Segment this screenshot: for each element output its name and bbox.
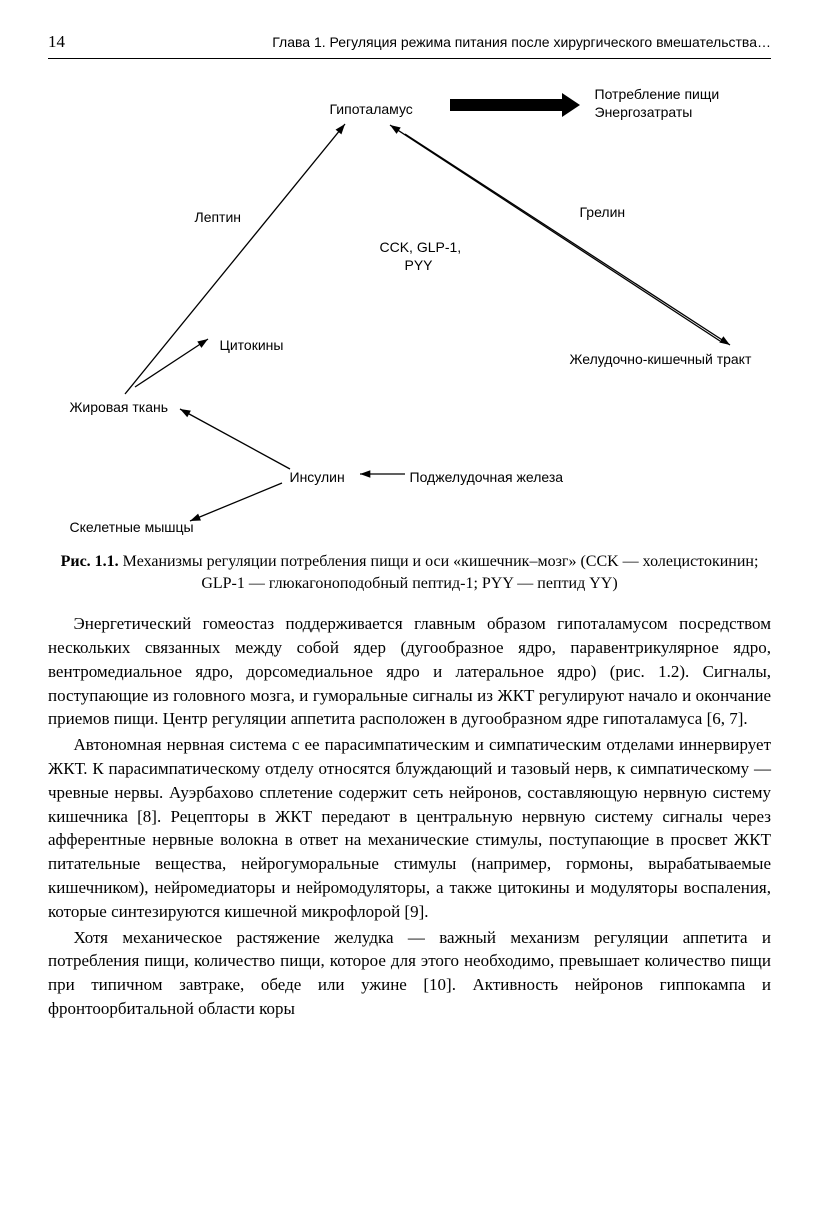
node-food-intake: Потребление пищи [595, 86, 720, 104]
node-skeletal: Скелетные мышцы [70, 519, 194, 537]
chapter-title: Глава 1. Регуляция режима питания после … [272, 34, 771, 50]
node-hypothalamus: Гипоталамус [330, 101, 413, 119]
edge-label-ghrelin: Грелин [580, 204, 626, 222]
paragraph-2: Автономная нервная система с ее парасимп… [48, 733, 771, 923]
node-cytokines: Цитокины [220, 337, 284, 355]
diagram: Гипоталамус Потребление пищи Энергозатра… [50, 69, 770, 539]
body-text: Энергетический гомеостаз поддерживается … [48, 612, 771, 1021]
figure-caption: Рис. 1.1. Механизмы регуляции потреблени… [48, 549, 771, 612]
edge-label-pyy: PYY [405, 257, 433, 275]
page: 14 Глава 1. Регуляция режима питания пос… [0, 0, 819, 1043]
node-gi-tract: Желудочно-кишечный тракт [570, 351, 752, 369]
page-header: 14 Глава 1. Регуляция режима питания пос… [48, 32, 771, 59]
node-adipose: Жировая ткань [70, 399, 169, 417]
node-insulin: Инсулин [290, 469, 345, 487]
figure-caption-label: Рис. 1.1. [61, 553, 119, 570]
edge-label-leptin: Лептин [195, 209, 242, 227]
edge-label-cck-glp: CCK, GLP-1, [380, 239, 462, 257]
node-pancreas: Поджелудочная железа [410, 469, 564, 487]
page-number: 14 [48, 32, 65, 52]
node-energy-exp: Энергозатраты [595, 104, 693, 122]
figure-caption-text: Механизмы регуляции потребления пищи и о… [119, 553, 759, 592]
paragraph-3: Хотя механическое растяжение желудка — в… [48, 926, 771, 1021]
paragraph-1: Энергетический гомеостаз поддерживается … [48, 612, 771, 731]
